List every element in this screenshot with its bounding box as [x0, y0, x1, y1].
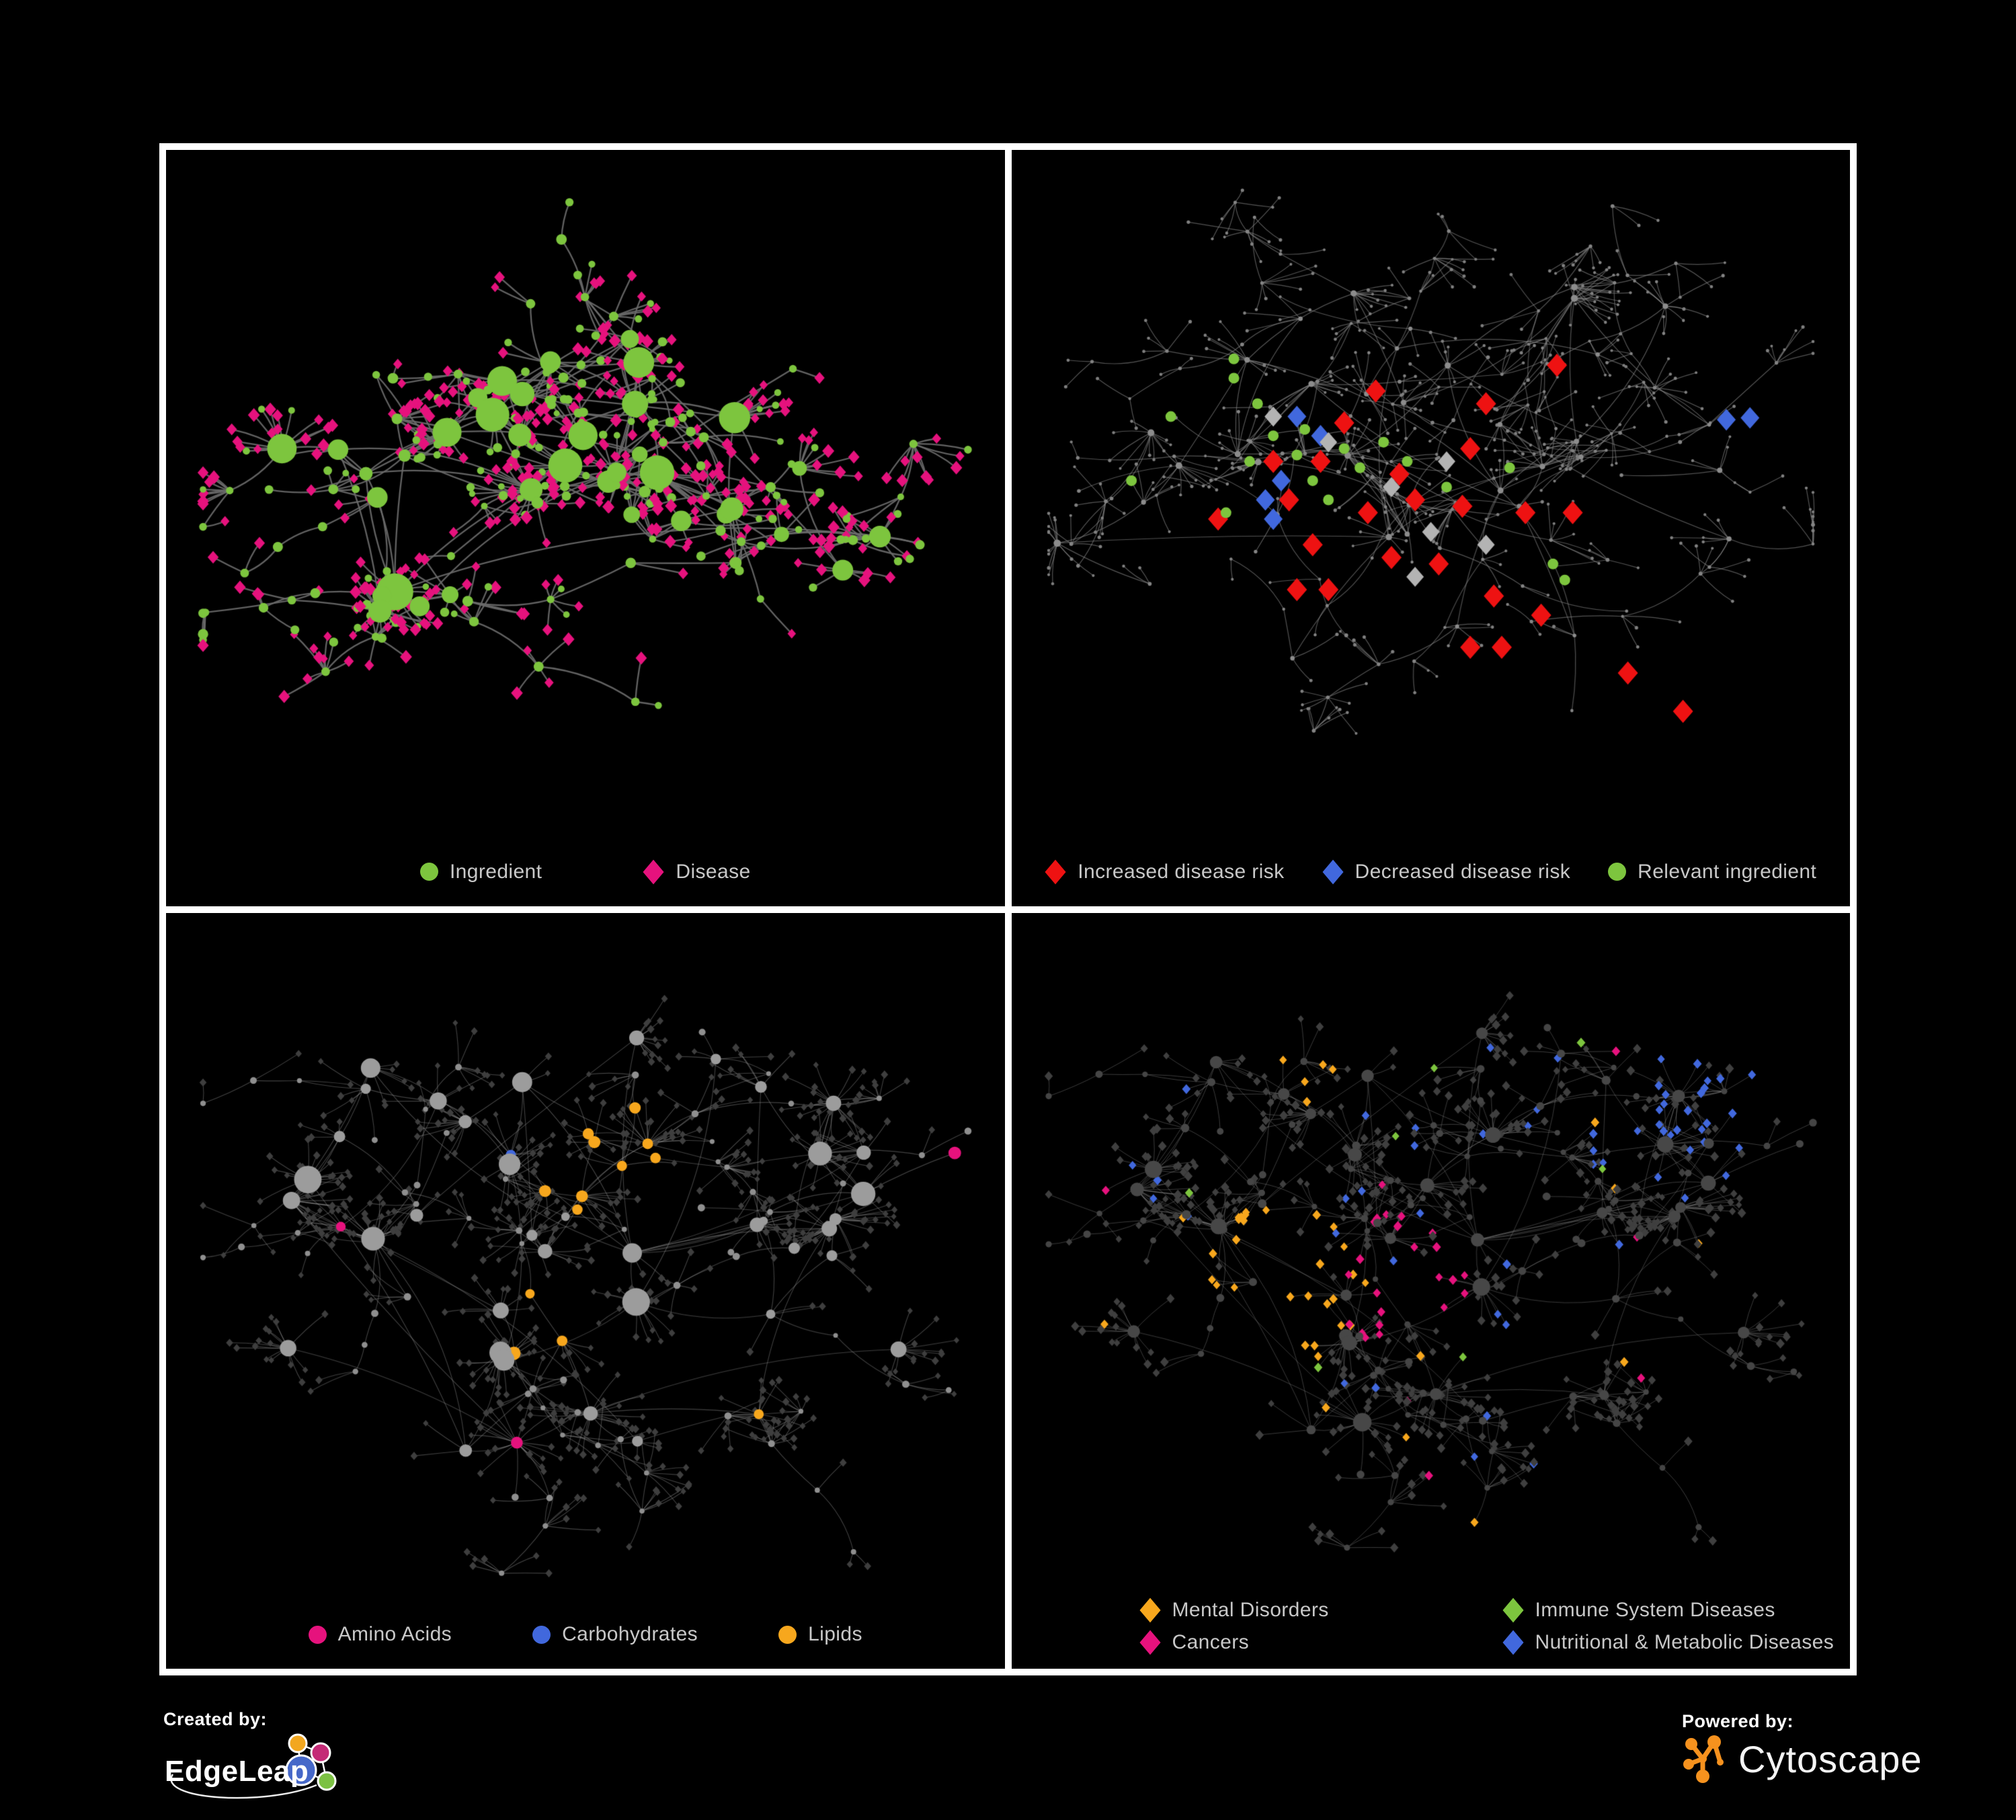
mental-disorders-icon [1139, 1597, 1161, 1623]
panel-disease-categories: Mental Disorders Immune System Diseases … [1011, 912, 1850, 1669]
legend-label-carbohydrates: Carbohydrates [562, 1623, 698, 1645]
nutritional-metabolic-diseases-icon [1502, 1630, 1524, 1655]
cytoscape-credit: Powered by: Cytoscape [1682, 1711, 1923, 1783]
legend-item-amino-acids: Amino Acids [308, 1623, 452, 1645]
legend-item-relevant-ingredient: Relevant ingredient [1608, 860, 1817, 883]
legend-label-ingredient: Ingredient [449, 860, 542, 883]
relevant-ingredient-icon [1608, 863, 1627, 881]
legend-item-ingredient: Ingredient [419, 860, 542, 883]
edgeleap-logo: EdgeLeap [165, 1733, 337, 1799]
edgeleap-node-magenta [310, 1742, 331, 1764]
legend-label-amino-acids: Amino Acids [337, 1623, 452, 1645]
ingredient-disease-network-canvas [166, 150, 1005, 906]
legend-label-disease: Disease [676, 860, 751, 883]
created-by-label: Created by: [163, 1709, 268, 1729]
legend-label-nutritional-metabolic-diseases: Nutritional & Metabolic Diseases [1535, 1631, 1834, 1653]
legend-item-immune-system-diseases: Immune System Diseases [1502, 1597, 1834, 1623]
disease-node-icon [643, 859, 664, 884]
legend-label-increased-risk: Increased disease risk [1078, 860, 1285, 883]
carbohydrates-icon [532, 1625, 551, 1644]
ingredient-node-icon [419, 863, 438, 881]
legend-item-decreased-risk: Decreased disease risk [1322, 859, 1571, 884]
legend-label-mental-disorders: Mental Disorders [1172, 1599, 1329, 1621]
disease-categories-network-canvas [1011, 912, 1850, 1669]
disease-risk-network-canvas [1011, 150, 1850, 906]
legend-disease-risk: Increased disease risk Decreased disease… [1012, 859, 1851, 884]
amino-acids-icon [308, 1625, 327, 1644]
cytoscape-wordmark: Cytoscape [1738, 1737, 1923, 1780]
legend-label-immune-system-diseases: Immune System Diseases [1535, 1599, 1775, 1621]
panel-ingredient-disease: Ingredient Disease [166, 150, 1005, 906]
legend-nutrient-classes: Amino Acids Carbohydrates Lipids [166, 1624, 1005, 1645]
edgeleap-credit: Created by: EdgeLeap [163, 1709, 358, 1817]
lipids-icon [778, 1625, 797, 1644]
decreased-risk-icon [1322, 859, 1344, 884]
legend-item-disease: Disease [643, 859, 751, 884]
legend-item-increased-risk: Increased disease risk [1045, 859, 1285, 884]
cytoscape-logo-icon [1683, 1735, 1724, 1783]
edgeleap-wordmark: EdgeLeap [165, 1755, 309, 1788]
legend-label-lipids: Lipids [808, 1623, 862, 1645]
edgeleap-node-green [317, 1771, 337, 1791]
legend-item-cancers: Cancers [1139, 1630, 1502, 1655]
legend-item-carbohydrates: Carbohydrates [532, 1624, 698, 1645]
panel-nutrient-classes: Amino Acids Carbohydrates Lipids [166, 912, 1005, 1669]
edgeleap-swoosh [170, 1774, 317, 1799]
legend-ingredient-disease: Ingredient Disease [166, 859, 1005, 884]
legend-label-relevant-ingredient: Relevant ingredient [1638, 860, 1817, 883]
immune-system-diseases-icon [1502, 1597, 1524, 1623]
cytoscape-icon-nodes [1683, 1735, 1724, 1783]
panels-grid: Ingredient Disease Increased disease ris… [159, 143, 1857, 1675]
edgeleap-node-blue [285, 1754, 317, 1786]
legend-item-nutritional-metabolic-diseases: Nutritional & Metabolic Diseases [1502, 1630, 1834, 1655]
edgeleap-network-nodes [285, 1733, 337, 1791]
increased-risk-icon [1045, 859, 1066, 884]
panel-disease-risk: Increased disease risk Decreased disease… [1011, 150, 1851, 906]
legend-item-lipids: Lipids [778, 1624, 862, 1645]
legend-item-mental-disorders: Mental Disorders [1139, 1597, 1502, 1623]
legend-disease-categories: Mental Disorders Immune System Diseases … [1139, 1597, 1834, 1655]
cancers-icon [1139, 1630, 1161, 1655]
edgeleap-node-orange [288, 1733, 308, 1753]
powered-by-label: Powered by: [1682, 1711, 1794, 1731]
legend-label-decreased-risk: Decreased disease risk [1355, 860, 1571, 883]
nutrient-classes-network-canvas [166, 912, 1005, 1669]
legend-label-cancers: Cancers [1172, 1631, 1250, 1653]
